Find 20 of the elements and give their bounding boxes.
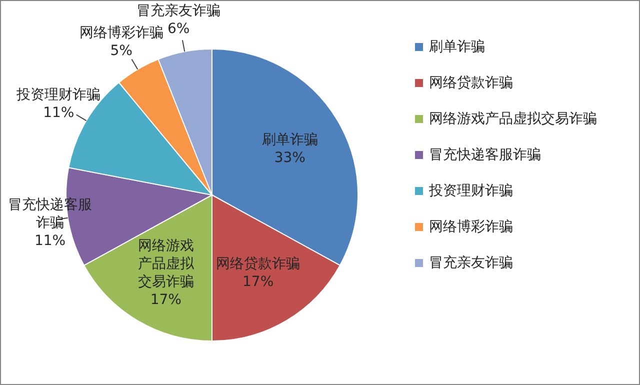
legend-label: 网络博彩诈骗 <box>429 218 514 237</box>
data-label: 5% <box>109 42 134 60</box>
slice-label: 网络博彩诈骗 <box>78 24 164 42</box>
data-label: 11% <box>33 232 67 250</box>
legend-label: 投资理财诈骗 <box>429 182 514 201</box>
slice-label: 网络贷款诈骗 <box>215 254 302 273</box>
legend-label: 刷单诈骗 <box>429 38 486 57</box>
data-label: 17% <box>149 290 182 309</box>
legend-label: 冒充快递客服诈骗 <box>429 146 542 165</box>
slice-label: 投资理财诈骗 <box>16 86 102 104</box>
slice-label: 网络游戏产品虚拟交易诈骗 <box>136 236 195 291</box>
data-label: 11% <box>42 104 76 122</box>
legend-label: 网络游戏产品虚拟交易诈骗 <box>429 110 598 129</box>
data-label: 6% <box>168 21 190 38</box>
slice-label: 刷单诈骗 <box>260 130 319 149</box>
data-label: 33% <box>273 148 306 167</box>
legend-label: 冒充亲友诈骗 <box>429 254 514 273</box>
data-label: 17% <box>242 272 275 291</box>
slice-label: 冒充亲友诈骗 <box>136 2 222 20</box>
legend-label: 网络贷款诈骗 <box>429 74 514 93</box>
